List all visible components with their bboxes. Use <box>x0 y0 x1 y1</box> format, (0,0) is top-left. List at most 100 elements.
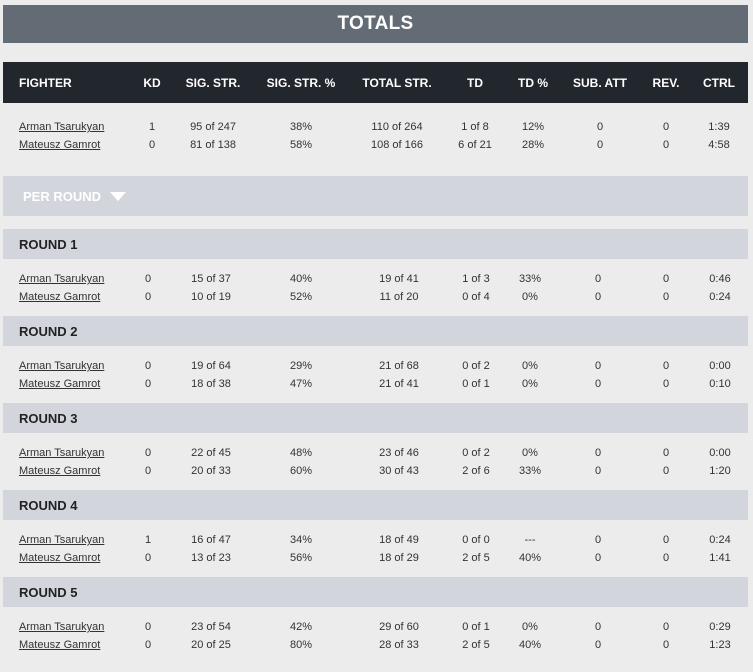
table-row: Arman Tsarukyan 1 16 of 47 34% 18 of 49 0 of … <box>3 531 748 549</box>
td-pct-cell: 28% <box>521 139 545 151</box>
table-row: Mateusz Gamrot 0 81 of 138 58% 108 of 166 6 o… <box>3 136 748 154</box>
fighter-link[interactable]: Mateusz Gamrot <box>19 639 101 651</box>
sub-att-cell: 0 <box>594 378 602 390</box>
fighter-link[interactable]: Mateusz Gamrot <box>19 465 101 477</box>
fighter-cell: Arman Tsarukyan <box>19 121 104 133</box>
header-sig-str: SIG. STR. <box>185 75 241 90</box>
fighter-link[interactable]: Arman Tsarukyan <box>19 447 105 459</box>
table-row: Arman Tsarukyan 0 19 of 64 29% 21 of 68 0 of … <box>3 357 748 375</box>
fighter-cell: Mateusz Gamrot <box>19 139 100 151</box>
ctrl-cell: 1:23 <box>709 639 731 651</box>
rev-cell: 0 <box>662 465 670 477</box>
triangle-down-icon <box>110 191 127 201</box>
kd-cell: 0 <box>144 273 152 285</box>
round-title: ROUND 5 <box>19 584 78 600</box>
rev-cell: 0 <box>662 291 670 303</box>
round-title: ROUND 4 <box>19 497 78 513</box>
header-total-str: TOTAL STR. <box>362 75 432 90</box>
sub-att-cell: 0 <box>596 139 604 151</box>
per-round-toggle[interactable]: PER ROUND <box>3 176 748 216</box>
sig-str-pct-cell: 40% <box>289 273 313 285</box>
kd-cell: 1 <box>144 534 152 546</box>
total-str-cell: 110 of 264 <box>371 121 423 133</box>
sig-str-cell: 23 of 54 <box>191 621 231 633</box>
sig-str-pct-cell: 58% <box>289 139 313 151</box>
kd-cell: 0 <box>144 621 152 633</box>
ctrl-cell: 1:39 <box>708 121 730 133</box>
fighter-link[interactable]: Arman Tsarukyan <box>19 534 105 546</box>
round-title: ROUND 3 <box>19 410 78 426</box>
rev-cell: 0 <box>662 273 670 285</box>
header-kd: KD <box>143 75 161 90</box>
fighter-cell: Arman Tsarukyan <box>19 621 104 633</box>
sub-att-cell: 0 <box>594 621 602 633</box>
fighter-link[interactable]: Arman Tsarukyan <box>19 621 105 633</box>
fighter-link[interactable]: Mateusz Gamrot <box>19 291 101 303</box>
total-str-cell: 11 of 20 <box>379 291 419 303</box>
fighter-link[interactable]: Mateusz Gamrot <box>19 378 101 390</box>
rev-cell: 0 <box>662 360 670 372</box>
table-row: Arman Tsarukyan 1 95 of 247 38% 110 of 264 1 … <box>3 118 748 136</box>
sig-str-pct-cell: 34% <box>289 534 313 546</box>
table-row: Mateusz Gamrot 0 18 of 38 47% 21 of 41 0 of 1… <box>3 375 748 393</box>
td-cell: 6 of 21 <box>458 139 492 151</box>
total-str-cell: 18 of 29 <box>379 552 419 564</box>
td-cell: 2 of 6 <box>462 465 490 477</box>
ctrl-cell: 0:00 <box>709 447 731 459</box>
kd-cell: 0 <box>144 447 152 459</box>
round-header: ROUND 5 <box>3 577 748 607</box>
td-cell: 2 of 5 <box>462 552 490 564</box>
td-pct-cell: 40% <box>518 552 542 564</box>
total-str-cell: 21 of 68 <box>379 360 419 372</box>
ctrl-cell: 1:41 <box>709 552 731 564</box>
fighter-cell: Arman Tsarukyan <box>19 273 104 285</box>
kd-cell: 0 <box>144 552 152 564</box>
ctrl-cell: 4:58 <box>708 139 730 151</box>
round-title: ROUND 2 <box>19 323 78 339</box>
sig-str-pct-cell: 52% <box>289 291 313 303</box>
rev-cell: 0 <box>662 621 670 633</box>
table-row: Arman Tsarukyan 0 15 of 37 40% 19 of 41 1 of … <box>3 270 748 288</box>
td-cell: 1 of 3 <box>462 273 490 285</box>
total-str-cell: 29 of 60 <box>379 621 419 633</box>
total-str-cell: 19 of 41 <box>379 273 419 285</box>
fighter-cell: Arman Tsarukyan <box>19 534 104 546</box>
fighter-cell: Mateusz Gamrot <box>19 639 100 651</box>
rev-cell: 0 <box>662 639 670 651</box>
sig-str-cell: 81 of 138 <box>190 139 236 151</box>
sig-str-cell: 95 of 247 <box>190 121 236 133</box>
total-str-cell: 108 of 166 <box>371 139 423 151</box>
rev-cell: 0 <box>662 534 670 546</box>
sub-att-cell: 0 <box>594 552 602 564</box>
fighter-link[interactable]: Arman Tsarukyan <box>19 121 105 133</box>
rev-cell: 0 <box>662 378 670 390</box>
sub-att-cell: 0 <box>594 465 602 477</box>
ctrl-cell: 1:20 <box>709 465 731 477</box>
fighter-link[interactable]: Arman Tsarukyan <box>19 273 105 285</box>
fighter-link[interactable]: Mateusz Gamrot <box>19 552 101 564</box>
sub-att-cell: 0 <box>594 360 602 372</box>
fighter-link[interactable]: Mateusz Gamrot <box>19 139 101 151</box>
total-str-cell: 28 of 33 <box>379 639 419 651</box>
sig-str-pct-cell: 80% <box>289 639 313 651</box>
sub-att-cell: 0 <box>594 273 602 285</box>
fighter-cell: Mateusz Gamrot <box>19 465 100 477</box>
sig-str-pct-cell: 47% <box>289 378 313 390</box>
header-rev: REV. <box>652 75 680 90</box>
fighter-cell: Mateusz Gamrot <box>19 378 100 390</box>
header-td-pct: TD % <box>518 75 548 90</box>
table-row: Mateusz Gamrot 0 10 of 19 52% 11 of 20 0 of 4… <box>3 288 748 306</box>
sub-att-cell: 0 <box>596 121 604 133</box>
td-pct-cell: 33% <box>518 273 542 285</box>
round-header: ROUND 3 <box>3 403 748 433</box>
fighter-link[interactable]: Arman Tsarukyan <box>19 360 105 372</box>
td-pct-cell: 0% <box>522 621 538 633</box>
td-pct-cell: 40% <box>518 639 542 651</box>
td-pct-cell: 0% <box>522 360 538 372</box>
sig-str-cell: 20 of 25 <box>191 639 231 651</box>
kd-cell: 1 <box>148 121 156 133</box>
td-cell: 0 of 4 <box>462 291 490 303</box>
td-cell: 0 of 1 <box>462 378 490 390</box>
ctrl-cell: 0:00 <box>709 360 731 372</box>
kd-cell: 0 <box>144 291 152 303</box>
